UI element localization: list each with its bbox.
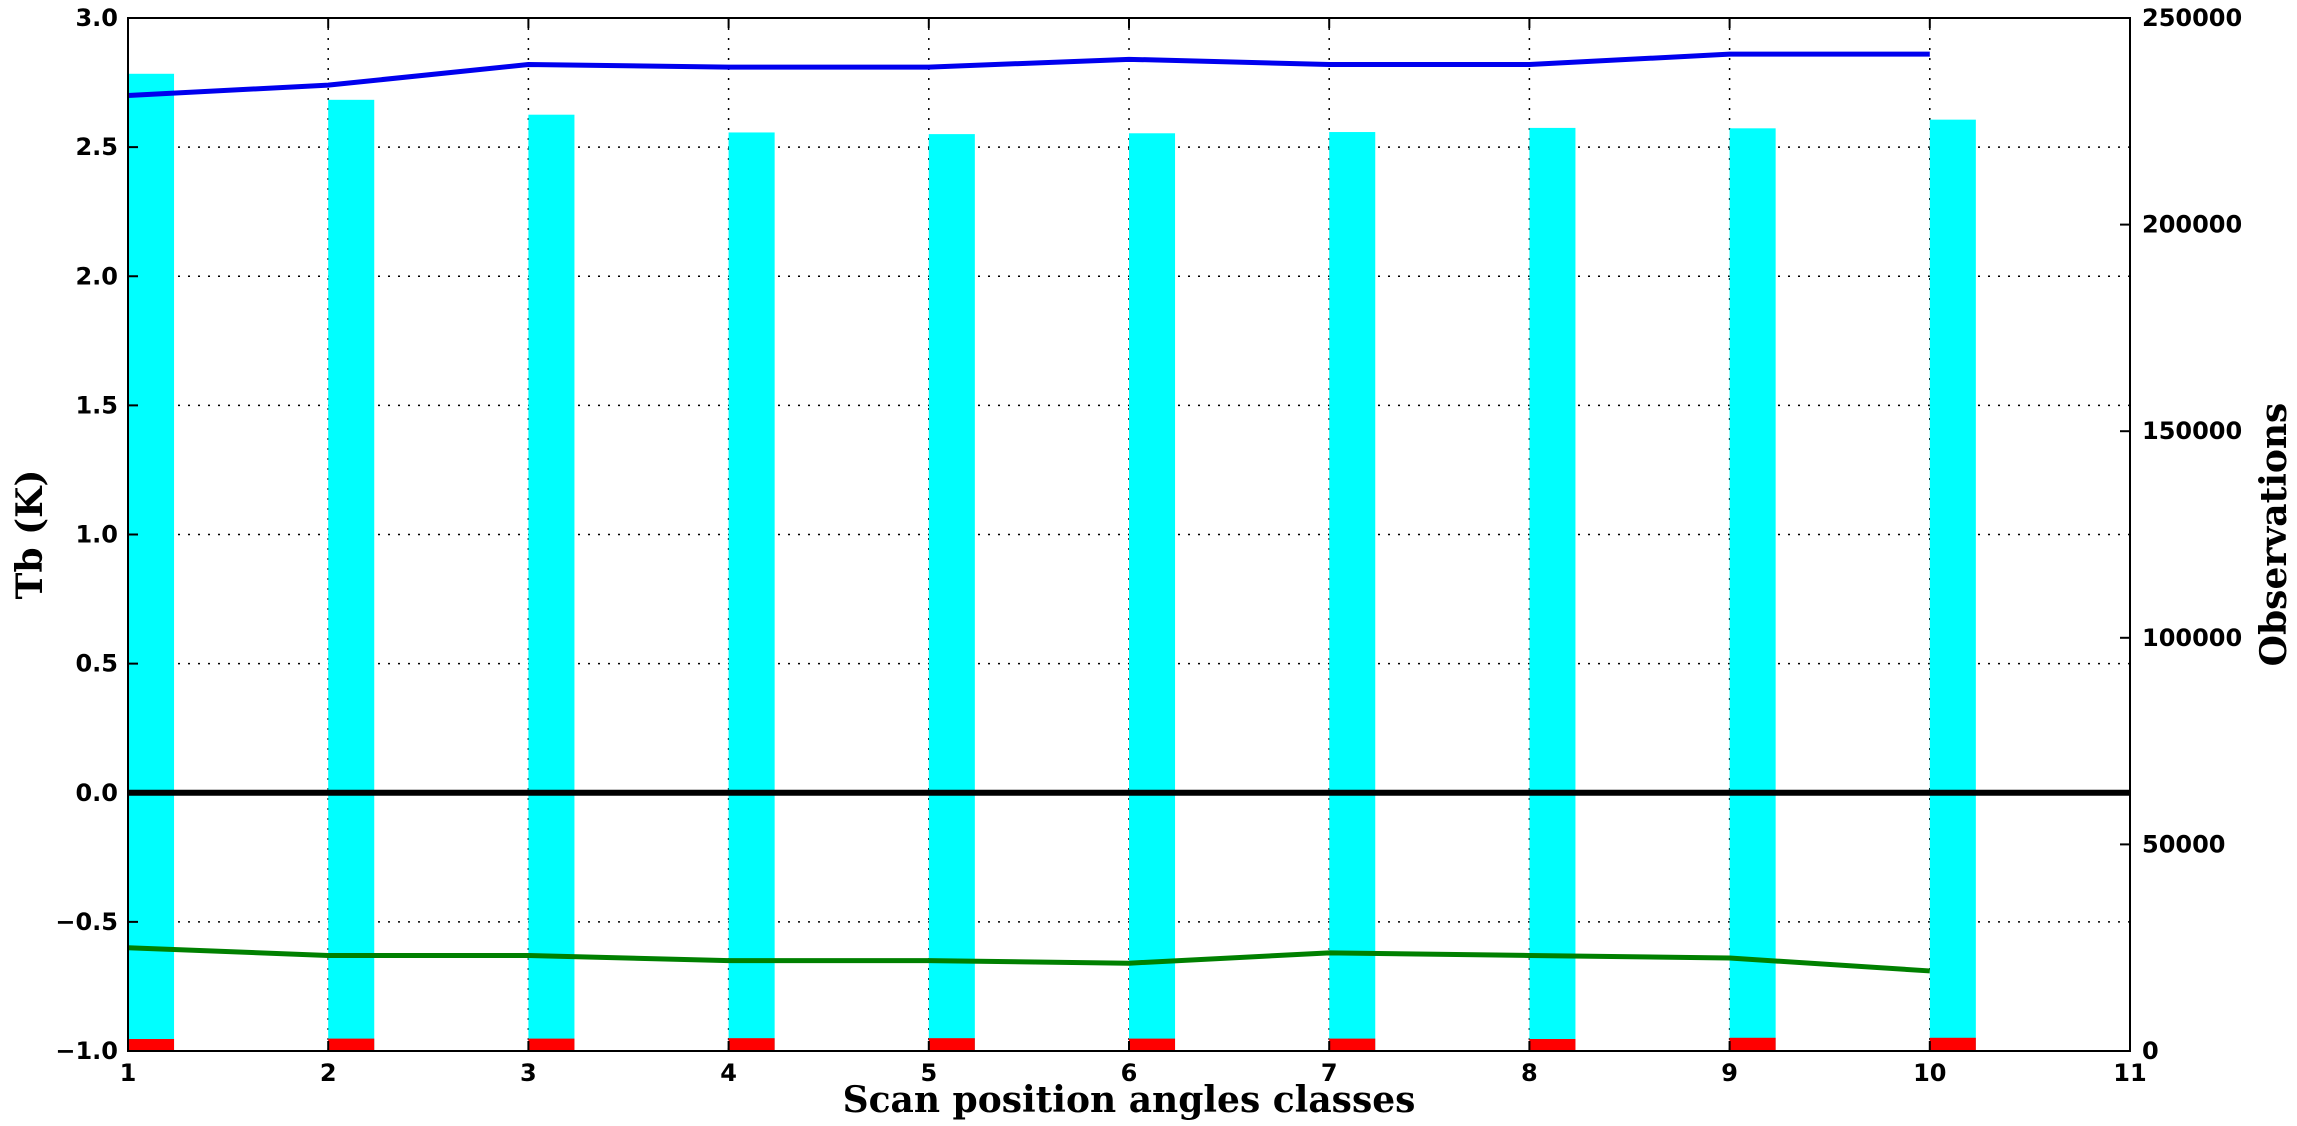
rejected-observations-bar (1329, 1038, 1376, 1051)
x-tick-label: 10 (1913, 1059, 1946, 1087)
y-axis-title: Tb (K) (9, 470, 51, 600)
rejected-observations-bar (728, 1038, 775, 1051)
y-tick-label: −0.5 (55, 908, 118, 936)
y-tick-label: 1.5 (75, 391, 118, 419)
observations-bar (928, 134, 975, 1052)
x-tick-label: 4 (720, 1059, 737, 1087)
rejected-observations-bar (928, 1038, 975, 1051)
x-tick-label: 9 (1721, 1059, 1738, 1087)
x-tick-label: 3 (520, 1059, 537, 1087)
y-tick-label: 1.0 (75, 521, 118, 549)
y2-tick-label: 100000 (2142, 624, 2242, 652)
x-tick-label: 11 (2113, 1059, 2146, 1087)
x-tick-label: 8 (1521, 1059, 1538, 1087)
observations-bar (1729, 128, 1776, 1051)
x-tick-label: 6 (1121, 1059, 1138, 1087)
rejected-observations-bar (528, 1038, 575, 1051)
y-tick-label: 2.5 (75, 133, 118, 161)
rejected-observations-bar (1729, 1037, 1776, 1051)
y2-tick-label: 250000 (2142, 4, 2242, 32)
x-tick-label: 2 (320, 1059, 337, 1087)
y-tick-label: 0.5 (75, 650, 118, 678)
y2-tick-label: 0 (2142, 1037, 2159, 1065)
upper-series-line (127, 51, 1930, 98)
y2-tick-label: 200000 (2142, 211, 2242, 239)
y-tick-label: 0.0 (75, 779, 118, 807)
x-tick-label: 7 (1321, 1059, 1338, 1087)
rejected-observations-bar (328, 1038, 375, 1051)
y2-tick-label: 50000 (2142, 830, 2226, 858)
observations-bar (1529, 127, 1576, 1052)
y-tick-label: 2.0 (75, 262, 118, 290)
observations-bar (728, 132, 775, 1051)
rejected-observations-bar (1529, 1039, 1576, 1051)
observations-bar (128, 73, 175, 1052)
bars-layer (128, 73, 1976, 1052)
rejected-observations-bar (1129, 1038, 1176, 1051)
x-tick-label: 1 (120, 1059, 137, 1087)
y-tick-label: −1.0 (55, 1037, 118, 1065)
y2-tick-label: 150000 (2142, 417, 2242, 445)
y2-axis-title: Observations (2253, 403, 2295, 667)
observations-bar (328, 99, 375, 1051)
x-axis-title: Scan position angles classes (843, 1079, 1416, 1121)
rejected-observations-bar (1929, 1037, 1976, 1051)
observations-bar (1129, 133, 1176, 1051)
ticks-layer: 1 2 3 4 5 6 7 8 9 10 11 −1.0 −0.5 0.0 0.5 1.0 1.5 2.0 2.5 3… (55, 4, 2242, 1087)
observations-bar (1329, 132, 1376, 1051)
x-tick-label: 5 (920, 1059, 937, 1087)
lines-layer (127, 51, 1930, 974)
observations-bar (528, 114, 575, 1052)
y-tick-label: 3.0 (75, 4, 118, 32)
observations-bar (1929, 119, 1976, 1051)
rejected-observations-bar (128, 1039, 175, 1051)
lower-series-line (127, 945, 1930, 974)
